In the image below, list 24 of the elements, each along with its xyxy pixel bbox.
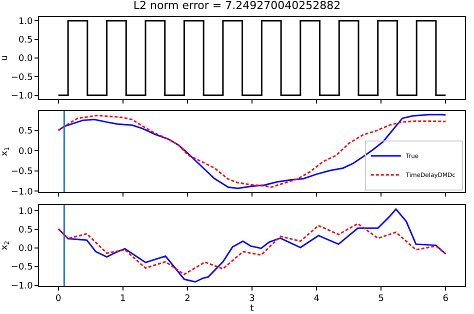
x-tick-label: 5 (378, 294, 384, 304)
y-tick-label: 0.5 (18, 225, 33, 236)
x-tick-label: 0 (55, 294, 62, 304)
y-tick-label: 0.5 (18, 36, 33, 46)
y-tick-label: 1.0 (18, 206, 34, 217)
x-tick-label: 4 (314, 294, 320, 304)
y-tick-label: −1.0 (10, 187, 34, 198)
x-tick-label: 6 (442, 294, 449, 304)
y-tick-label: 1.0 (18, 16, 34, 27)
y-axis-title: u (0, 55, 10, 61)
x-tick-label: 1 (120, 294, 126, 304)
y-tick-label: −1.0 (10, 91, 34, 102)
y-tick-label: 0.0 (18, 244, 34, 254)
y-tick-label: −1.0 (10, 281, 34, 292)
y-tick-label: −0.5 (10, 72, 33, 83)
y-tick-label: −0.5 (10, 167, 33, 178)
x-tick-label: 2 (184, 294, 190, 304)
chart-title: L2 norm error = 7.249270040252882 (133, 0, 341, 12)
x-axis-title: t (250, 304, 254, 314)
y-tick-label: −0.5 (10, 262, 33, 273)
y-tick-label: 0.5 (18, 126, 33, 137)
x-tick-label: 3 (249, 294, 255, 304)
y-tick-label: 0.0 (18, 146, 34, 157)
y-tick-label: 0.0 (18, 54, 34, 64)
